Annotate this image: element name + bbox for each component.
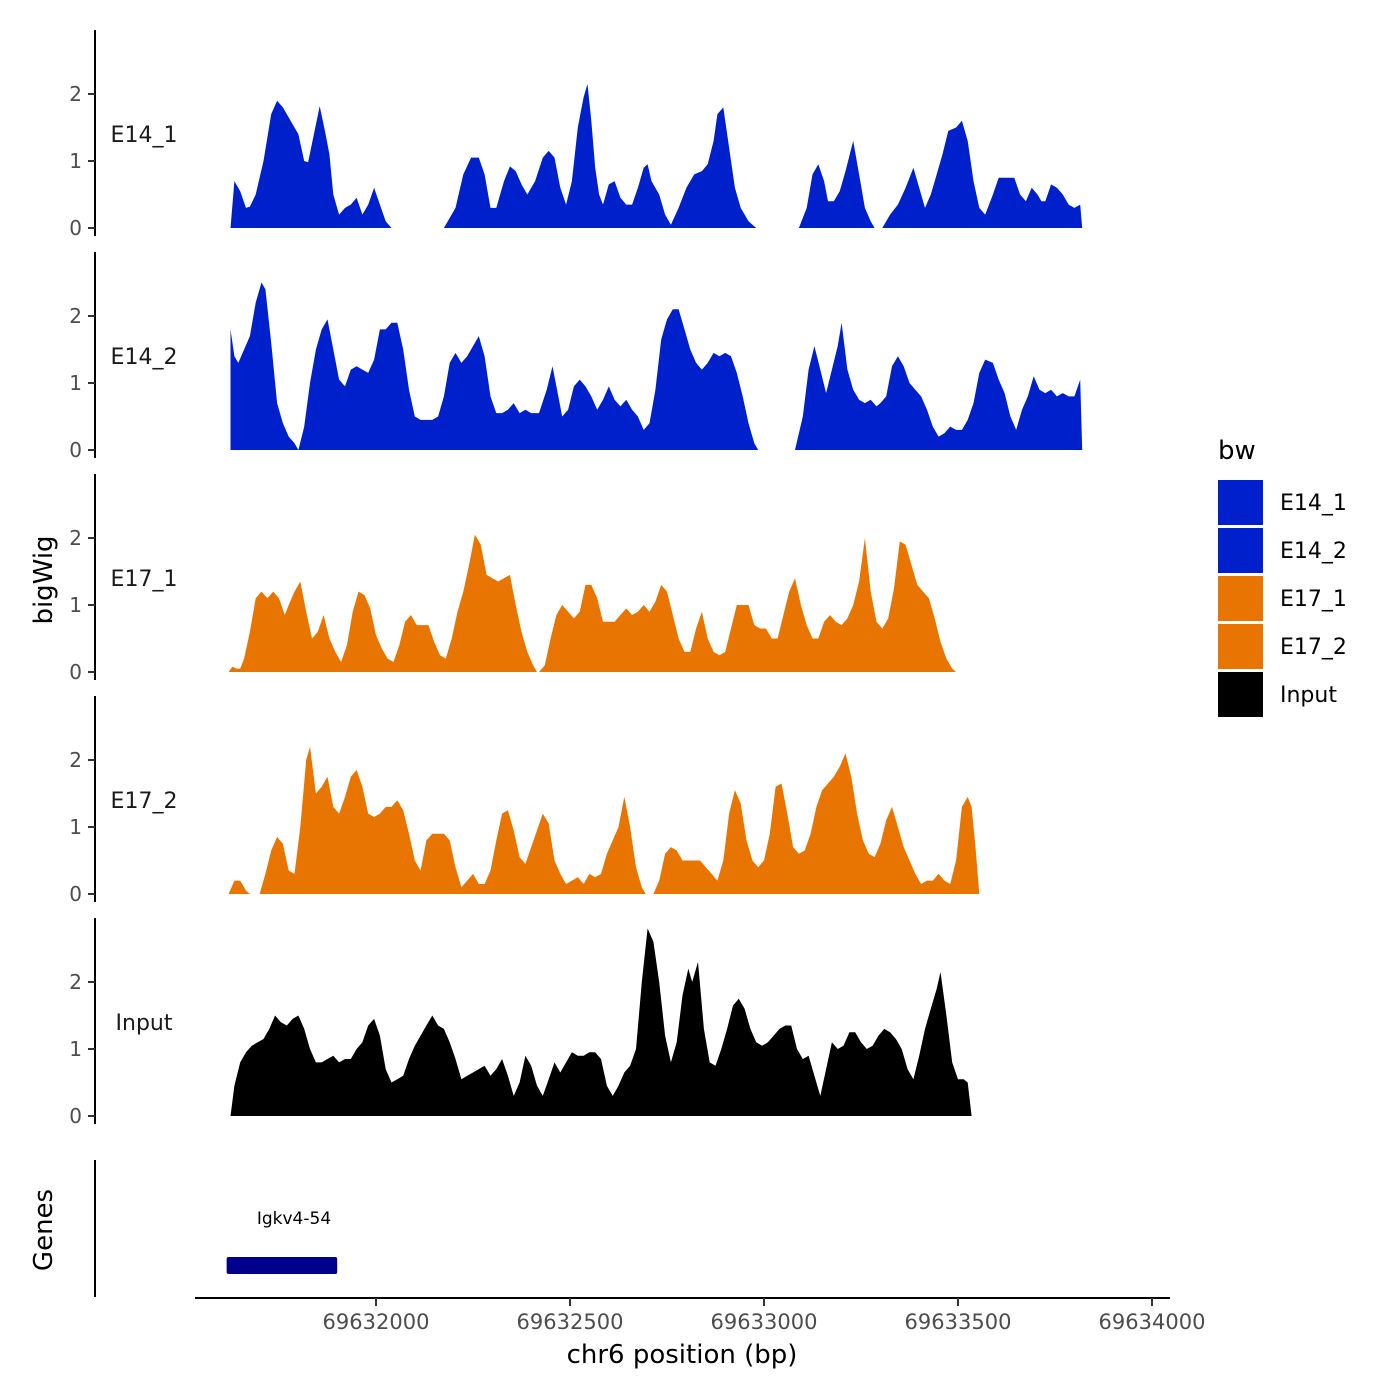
legend-label: E17_2 [1280,635,1347,660]
y-tick-label: 0 [69,882,82,906]
x-tick-label: 69632500 [517,1310,624,1334]
legend-swatch [1218,528,1263,573]
y-tick-label: 2 [69,82,82,106]
y-axis-title: bigWig [29,535,59,624]
x-tick-label: 69634000 [1099,1310,1206,1334]
legend-label: E14_1 [1280,491,1347,516]
legend-swatch [1218,480,1263,525]
x-axis: 69632000 69632500 69633000 69633500 69634000 [195,1297,1206,1334]
legend-label: E14_2 [1280,539,1347,564]
legend: bw E14_1 E14_2 E17_1 E17_2 Input [1218,436,1347,717]
y-tick-label: 1 [69,371,82,395]
track-E17_2: 0 1 2 E17_2 [69,696,980,906]
signal-area [228,880,250,894]
y-tick-label: 2 [69,970,82,994]
y-tick-label: 0 [69,660,82,684]
signal-area [653,753,980,894]
signal-area [539,538,957,672]
signal-area [443,84,757,228]
gene-label: Igkv4-54 [257,1209,331,1229]
signal-area [230,282,759,450]
y-tick-label: 0 [69,216,82,240]
x-axis-title: chr6 position (bp) [567,1340,798,1370]
genes-track-title: Genes [29,1189,59,1271]
signal-area [798,140,875,228]
x-tick-label: 69633500 [905,1310,1012,1334]
track-Input: 0 1 2 Input [69,918,972,1128]
track-E17_1: 0 1 2 E17_1 [69,474,957,684]
y-tick-label: 1 [69,149,82,173]
y-tick-label: 2 [69,526,82,550]
gene-bar [226,1257,338,1274]
track-label: E17_2 [111,789,178,814]
track-label: E14_1 [111,123,178,148]
y-tick-label: 2 [69,748,82,772]
x-tick-label: 69632000 [323,1310,430,1334]
track-E14_2: 0 1 2 E14_2 [69,252,1083,462]
signal-area [259,746,646,894]
legend-label: Input [1280,683,1337,708]
y-tick-label: 2 [69,304,82,328]
legend-swatch [1218,672,1263,717]
legend-label: E17_1 [1280,587,1347,612]
y-tick-label: 1 [69,593,82,617]
signal-tracks: 0 1 2 E14_1 0 1 2 E14_2 0 1 2 E17_1 0 1 2 E17_2 0 1 2 Input [69,30,1083,1128]
signal-area [230,100,392,228]
y-tick-label: 1 [69,815,82,839]
x-tick-label: 69633000 [711,1310,818,1334]
signal-area [230,928,972,1116]
track-label: Input [116,1011,173,1036]
legend-swatch [1218,576,1263,621]
signal-area [882,120,1083,228]
genes-panel: Igkv4-54 [94,1160,338,1297]
signal-area [228,534,537,672]
track-label: E17_1 [111,567,178,592]
legend-swatch [1218,624,1263,669]
track-label: E14_2 [111,345,178,370]
y-tick-label: 1 [69,1037,82,1061]
y-tick-label: 0 [69,438,82,462]
y-tick-label: 0 [69,1104,82,1128]
legend-title: bw [1218,436,1256,466]
track-E14_1: 0 1 2 E14_1 [69,30,1083,240]
signal-area [795,322,1083,450]
